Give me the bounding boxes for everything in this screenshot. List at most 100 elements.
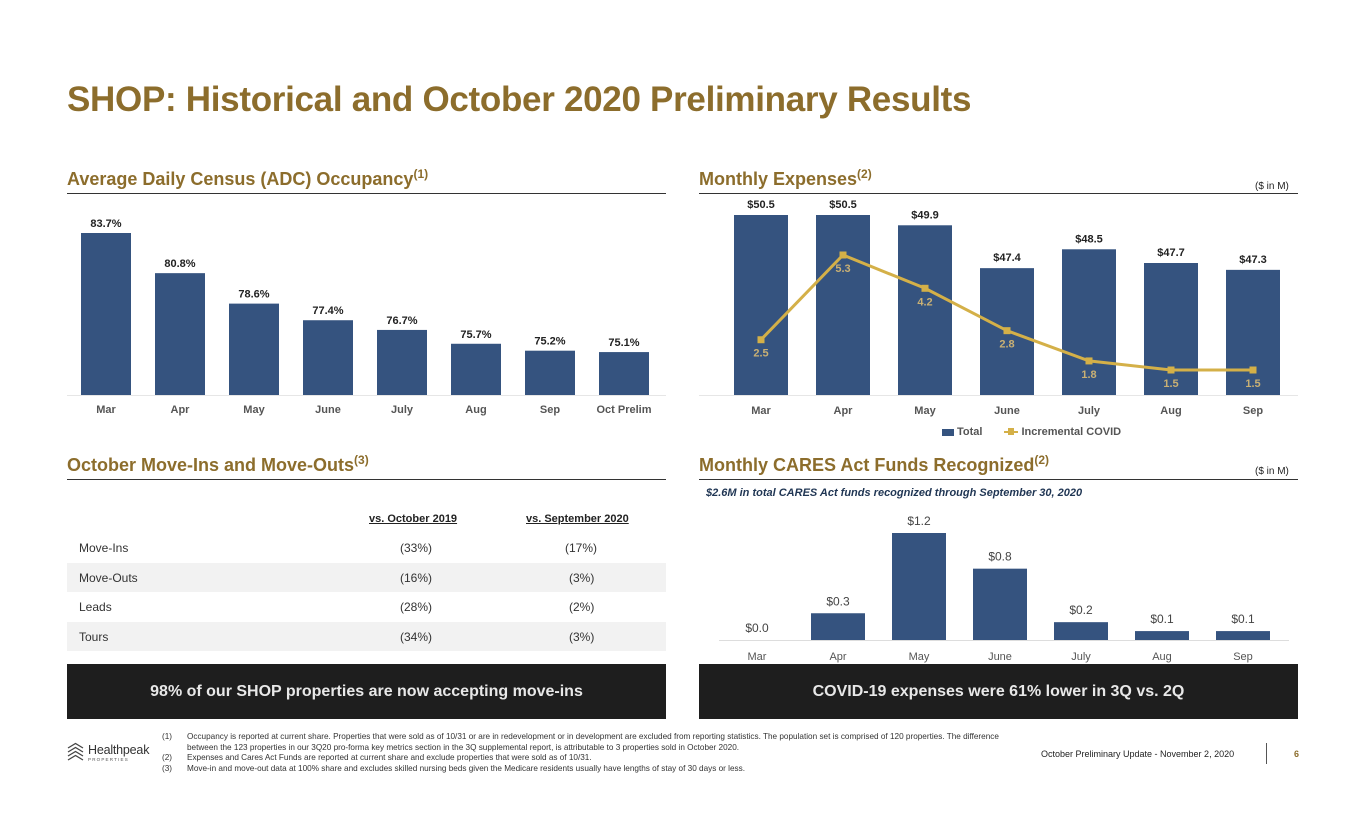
moves-title-footnote: (3) (354, 453, 369, 467)
logo-name: Healthpeak (88, 742, 150, 757)
adc-category-label: Oct Prelim (596, 404, 651, 416)
adc-bar-value-label: 75.2% (534, 336, 565, 348)
moves-table: vs. October 2019 vs. September 2020 Move… (67, 503, 666, 651)
adc-bar-value-label: 76.7% (386, 315, 417, 327)
expenses-bar-value-label: $49.9 (911, 209, 939, 221)
covid-value-label: 2.8 (999, 339, 1014, 351)
expenses-category-label: Mar (751, 405, 771, 417)
adc-bar (303, 320, 353, 395)
footnote-num: (2) (162, 753, 173, 762)
expenses-section-title: Monthly Expenses(2) (699, 167, 872, 190)
footnotes: (1) Occupancy is reported at current shar… (162, 732, 1022, 774)
banner-move-ins: 98% of our SHOP properties are now accep… (67, 664, 666, 719)
expenses-legend: Total Incremental COVID (942, 426, 1121, 438)
cares-bar-value-label: $0.1 (1231, 612, 1255, 626)
legend-item-covid: Incremental COVID (1004, 426, 1121, 438)
header-vs-sep-2020: vs. September 2020 (526, 513, 629, 525)
cares-bar-value-label: $1.2 (907, 514, 931, 528)
expenses-bar-value-label: $50.5 (747, 199, 775, 211)
expenses-category-label: Sep (1243, 405, 1263, 417)
expenses-bar-value-label: $48.5 (1075, 233, 1103, 245)
legend-label-total: Total (957, 426, 983, 438)
expenses-bar-value-label: $47.4 (993, 252, 1021, 264)
covid-point (839, 251, 847, 259)
cares-section-title: Monthly CARES Act Funds Recognized(2) (699, 453, 1049, 476)
adc-category-label: May (243, 404, 265, 416)
footnote-num: (1) (162, 732, 173, 741)
adc-bar (599, 352, 649, 395)
moves-rule (67, 479, 666, 480)
expenses-category-label: Aug (1160, 405, 1181, 417)
footnote-text: Expenses and Cares Act Funds are reporte… (187, 753, 592, 762)
adc-rule (67, 193, 666, 194)
footer-date: October Preliminary Update - November 2,… (1041, 749, 1235, 759)
legend-line-swatch (1004, 428, 1019, 435)
footnote: (1) Occupancy is reported at current shar… (162, 732, 1022, 753)
covid-value-label: 1.5 (1245, 378, 1260, 390)
expenses-bar (1062, 249, 1116, 395)
cares-category-label: Aug (1152, 651, 1172, 663)
cares-category-label: Sep (1233, 651, 1253, 663)
footnote: (3) Move-in and move-out data at 100% sha… (162, 764, 1022, 775)
cares-rule (699, 479, 1298, 480)
row-value-2019: (28%) (400, 600, 433, 614)
adc-category-label: July (391, 404, 414, 416)
adc-occupancy-chart: 83.7% Mar 80.8% Apr 78.6% May 77.4% June 76.7% Ju… (67, 218, 666, 416)
expenses-rule (699, 193, 1298, 194)
row-value-sep: (17%) (565, 541, 598, 555)
adc-category-label: Apr (171, 404, 191, 416)
row-label: Tours (79, 629, 109, 644)
adc-bar-value-label: 77.4% (312, 305, 343, 317)
legend-item-total: Total (942, 426, 982, 438)
cares-funds-chart: $0.0 Mar $0.3 Apr $1.2 May $0.8 June $0.2 July $0.… (719, 514, 1289, 663)
row-value-sep: (2%) (569, 600, 595, 614)
cares-category-label: June (988, 651, 1012, 663)
row-value-2019: (34%) (400, 629, 433, 644)
adc-bar (525, 350, 575, 395)
cares-category-label: Mar (748, 651, 767, 663)
cares-bar-value-label: $0.8 (988, 550, 1012, 564)
expenses-bar (1144, 263, 1198, 395)
page-title: SHOP: Historical and October 2020 Prelim… (67, 80, 972, 119)
adc-section-title: Average Daily Census (ADC) Occupancy(1) (67, 167, 428, 190)
expenses-title-footnote: (2) (857, 167, 872, 181)
covid-value-label: 1.8 (1081, 369, 1096, 381)
cares-category-label: July (1071, 651, 1091, 663)
cares-unit: ($ in M) (1255, 466, 1289, 477)
expenses-bar-value-label: $47.7 (1157, 247, 1185, 259)
adc-category-label: June (315, 404, 341, 416)
adc-title-text: Average Daily Census (ADC) Occupancy (67, 169, 414, 189)
adc-bar-value-label: 75.1% (608, 337, 639, 349)
covid-point (921, 284, 929, 292)
cares-bar-value-label: $0.1 (1150, 612, 1174, 626)
adc-bar (451, 343, 501, 395)
moves-title-text: October Move-Ins and Move-Outs (67, 455, 355, 475)
cares-title-footnote: (2) (1034, 453, 1050, 467)
covid-point (1003, 327, 1011, 335)
row-value-sep: (3%) (569, 629, 595, 644)
expenses-bar (1226, 269, 1280, 395)
moves-section-title: October Move-Ins and Move-Outs(3) (67, 453, 369, 476)
cares-bar-value-label: $0.3 (826, 594, 850, 608)
expenses-unit: ($ in M) (1255, 181, 1289, 192)
covid-point (1085, 357, 1093, 365)
expenses-bar-value-label: $50.5 (829, 199, 857, 211)
header-vs-2019: vs. October 2019 (369, 513, 458, 525)
cares-bar (1135, 631, 1189, 640)
footnote-text: Move-in and move-out data at 100% share … (187, 763, 745, 773)
cares-bar (892, 533, 946, 640)
adc-bar-value-label: 80.8% (164, 258, 195, 270)
adc-category-label: Sep (540, 404, 560, 416)
footnote-num: (3) (162, 763, 173, 773)
cares-bar (811, 613, 865, 640)
expenses-bar (816, 215, 870, 395)
row-value-2019: (16%) (400, 570, 433, 585)
row-label: Leads (79, 600, 112, 614)
table-row: Move-Ins (33%) (17%) (67, 533, 666, 563)
table-row: Move-Outs (16%) (3%) (67, 562, 666, 592)
cares-note: $2.6M in total CARES Act funds recognize… (706, 487, 1083, 499)
adc-bar (81, 233, 131, 395)
healthpeak-logo: Healthpeak PROPERTIES (67, 742, 149, 762)
adc-category-label: Aug (465, 404, 486, 416)
row-label: Move-Ins (79, 541, 129, 555)
